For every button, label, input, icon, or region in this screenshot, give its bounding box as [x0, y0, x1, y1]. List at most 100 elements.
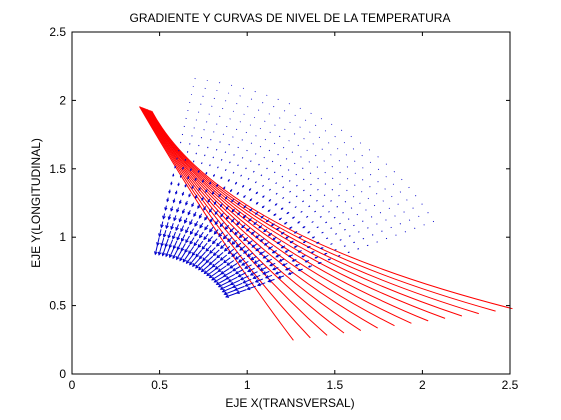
- contour-line: [149, 110, 479, 315]
- gradient-arrow: [241, 260, 249, 266]
- gradient-arrow-head: [182, 258, 187, 263]
- gradient-arrow: [302, 200, 305, 203]
- gradient-arrow: [306, 215, 309, 218]
- gradient-arrow: [328, 211, 330, 213]
- gradient-arrow-head: [250, 231, 254, 235]
- gradient-arrow: [162, 246, 167, 256]
- gradient-arrow-head: [289, 241, 293, 244]
- gradient-arrow-head: [262, 255, 267, 259]
- gradient-arrow: [311, 221, 314, 223]
- gradient-arrow: [350, 207, 353, 209]
- gradient-arrow-head: [237, 259, 242, 263]
- gradient-arrow-head: [229, 281, 234, 286]
- gradient-arrow: [192, 247, 199, 256]
- gradient-arrow-head: [176, 256, 180, 261]
- gradient-arrow: [268, 149, 271, 152]
- gradient-arrow-head: [167, 216, 172, 221]
- gradient-arrow: [199, 251, 206, 259]
- gradient-arrow: [252, 170, 255, 173]
- gradient-arrow: [299, 107, 301, 110]
- gradient-arrow-head: [215, 242, 220, 247]
- gradient-arrow-head: [273, 213, 276, 216]
- gradient-arrow-head: [280, 207, 283, 210]
- gradient-arrow: [354, 172, 356, 174]
- gradient-arrow-head: [165, 253, 169, 258]
- gradient-arrow-head: [168, 254, 173, 259]
- gradient-arrow-head: [168, 244, 173, 249]
- gradient-arrow-head: [184, 219, 188, 224]
- gradient-arrow-head: [286, 212, 289, 215]
- gradient-arrow: [354, 160, 356, 162]
- gradient-arrow-head: [204, 217, 208, 221]
- gradient-arrow: [197, 240, 204, 248]
- gradient-arrow-head: [164, 207, 168, 211]
- gradient-arrow: [202, 253, 210, 261]
- gradient-arrow-head: [202, 257, 206, 262]
- gradient-arrow: [293, 133, 296, 135]
- gradient-arrow: [154, 245, 158, 255]
- gradient-arrow: [268, 278, 275, 282]
- contour-line: [139, 106, 294, 341]
- gradient-arrow-head: [323, 252, 327, 255]
- gradient-arrow-head: [172, 245, 177, 250]
- gradient-arrow-head: [255, 235, 259, 239]
- gradient-arrow: [319, 216, 322, 218]
- x-axis-label: EJE X(TRANSVERSAL): [225, 396, 354, 410]
- gradient-arrow-head: [229, 189, 233, 193]
- gradient-arrow: [222, 286, 234, 293]
- gradient-arrow-head: [229, 265, 234, 269]
- gradient-arrow: [224, 168, 227, 171]
- gradient-arrow-head: [242, 279, 247, 284]
- gradient-arrow: [241, 157, 244, 159]
- gradient-arrow-head: [185, 239, 189, 244]
- gradient-arrow-head: [203, 207, 206, 211]
- gradient-arrow: [255, 278, 263, 283]
- gradient-arrow-head: [298, 236, 301, 239]
- gradient-arrow-head: [209, 182, 212, 185]
- gradient-arrow-head: [234, 231, 238, 236]
- gradient-arrow-head: [310, 251, 314, 254]
- gradient-arrow-head: [231, 219, 234, 223]
- gradient-arrow-head: [226, 262, 230, 266]
- gradient-arrow-head: [255, 192, 258, 195]
- gradient-arrow-head: [225, 216, 229, 220]
- gradient-arrow: [213, 249, 220, 256]
- y-axis-label: EJE Y(LONGITUDINAL): [29, 138, 43, 268]
- gradient-arrow-head: [204, 226, 208, 231]
- gradient-arrow: [362, 179, 364, 181]
- gradient-arrow: [300, 156, 302, 158]
- gradient-arrow: [224, 245, 231, 252]
- gradient-arrow: [352, 148, 355, 150]
- gradient-arrow: [369, 161, 372, 164]
- gradient-arrow: [253, 274, 261, 279]
- gradient-arrow: [217, 166, 219, 169]
- y-tick-label: 2.5: [49, 25, 66, 39]
- gradient-arrow-head: [219, 286, 224, 290]
- gradient-arrow: [194, 230, 199, 237]
- gradient-arrow: [240, 174, 243, 177]
- gradient-arrow: [324, 183, 327, 185]
- gradient-arrow-head: [194, 178, 197, 182]
- gradient-arrow: [265, 274, 273, 279]
- gradient-arrow-head: [267, 246, 272, 250]
- gradient-arrow: [232, 265, 241, 272]
- gradient-arrow: [195, 249, 202, 258]
- gradient-arrow-head: [231, 241, 236, 245]
- gradient-arrow: [338, 160, 340, 162]
- gradient-arrow-head: [276, 241, 280, 244]
- gradient-arrow-head: [195, 264, 199, 269]
- gradient-arrow: [214, 275, 225, 283]
- gradient-arrow: [245, 167, 247, 170]
- gradient-arrow-head: [181, 210, 186, 215]
- gradient-arrow-head: [178, 201, 182, 205]
- contour-line: [151, 110, 513, 310]
- x-tick-label: 0.5: [151, 378, 168, 392]
- gradient-arrow-head: [185, 202, 188, 206]
- gradient-arrow: [330, 243, 333, 245]
- gradient-arrow-head: [234, 182, 237, 185]
- gradient-arrow: [234, 285, 245, 291]
- gradient-arrow-head: [227, 179, 230, 182]
- gradient-arrow-head: [254, 279, 259, 283]
